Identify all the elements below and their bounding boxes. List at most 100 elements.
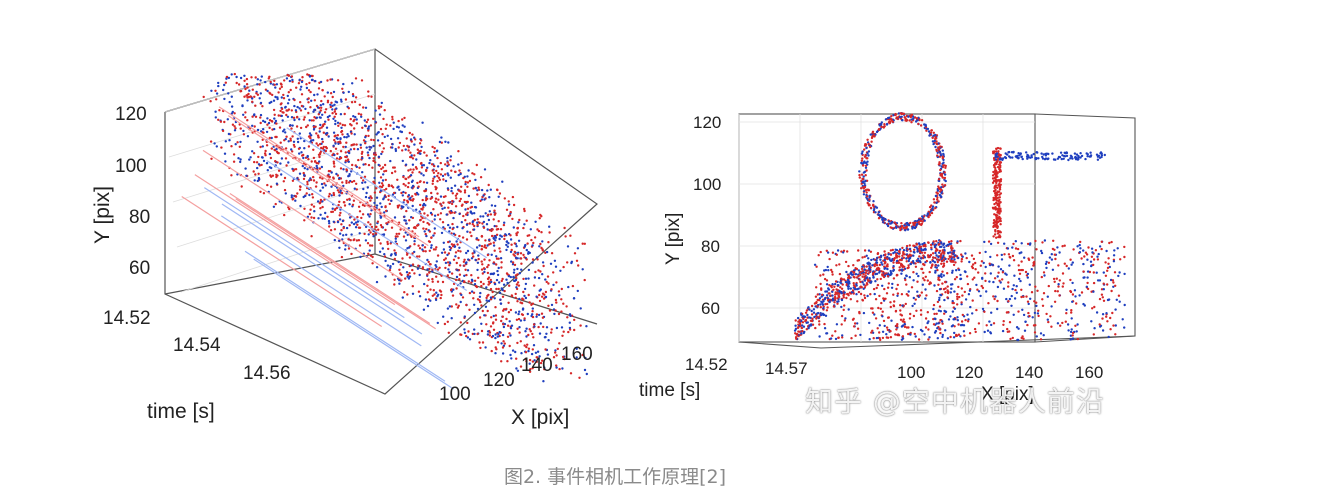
event-point — [383, 253, 386, 256]
event-point — [326, 215, 329, 218]
event-point — [953, 278, 957, 281]
event-point — [300, 85, 303, 88]
event-point — [310, 203, 313, 206]
event-point — [991, 263, 994, 267]
event-point — [349, 117, 352, 121]
event-point — [357, 205, 361, 208]
event-point — [463, 175, 466, 178]
event-point — [1072, 248, 1075, 251]
event-point — [900, 224, 904, 228]
event-point — [1063, 244, 1066, 247]
event-point — [1117, 294, 1121, 297]
event-point — [901, 254, 904, 257]
event-point — [420, 172, 423, 175]
event-point — [431, 179, 435, 183]
event-point — [897, 334, 901, 337]
event-point — [266, 183, 269, 187]
event-point — [564, 235, 567, 238]
event-point — [1033, 331, 1037, 334]
event-point — [533, 276, 537, 279]
event-point — [961, 294, 964, 297]
event-point — [491, 334, 495, 338]
y-tick-60: 60 — [701, 299, 720, 318]
event-point — [832, 288, 835, 291]
event-point — [530, 238, 533, 242]
event-point — [398, 204, 401, 207]
event-point — [371, 262, 374, 265]
event-point — [257, 163, 261, 166]
event-point — [831, 283, 834, 286]
event-point — [306, 73, 309, 76]
event-point — [343, 112, 346, 116]
event-point — [459, 250, 462, 253]
event-point — [407, 277, 411, 280]
event-point — [1033, 311, 1037, 315]
event-point — [503, 237, 506, 241]
event-point — [840, 314, 844, 318]
event-point — [468, 308, 471, 311]
event-point — [416, 223, 420, 227]
event-point — [889, 249, 893, 252]
event-point — [419, 219, 422, 222]
event-point — [941, 149, 944, 152]
event-point — [864, 164, 868, 167]
event-point — [861, 298, 864, 302]
event-point — [232, 160, 236, 163]
x-tick-120: 120 — [955, 363, 983, 382]
event-point — [346, 133, 349, 136]
event-point — [539, 322, 542, 325]
event-point — [1100, 247, 1103, 251]
event-point — [253, 160, 256, 164]
event-point — [383, 135, 386, 139]
event-point — [439, 218, 442, 221]
event-point — [433, 232, 436, 235]
event-point — [1026, 323, 1029, 327]
event-point — [436, 254, 440, 257]
event-point — [864, 143, 867, 146]
event-point — [1017, 327, 1020, 330]
event-point — [943, 249, 946, 252]
event-point — [511, 263, 515, 266]
event-point — [396, 235, 399, 238]
event-point — [928, 205, 932, 209]
event-point — [331, 108, 334, 111]
event-point — [1042, 153, 1045, 156]
event-point — [336, 152, 339, 155]
event-point — [555, 301, 558, 304]
event-point — [538, 245, 541, 248]
event-point — [239, 89, 243, 93]
event-point — [317, 87, 321, 90]
event-point — [967, 318, 970, 321]
event-point — [920, 119, 924, 122]
event-point — [404, 191, 407, 195]
event-point — [1056, 246, 1059, 249]
event-point — [383, 170, 386, 173]
event-point — [539, 361, 543, 365]
event-point — [998, 209, 1001, 213]
event-point — [1079, 156, 1082, 159]
event-point — [378, 250, 382, 253]
event-point — [905, 244, 909, 248]
event-point — [958, 295, 961, 299]
event-point — [415, 167, 418, 170]
event-point — [329, 103, 332, 106]
event-point — [240, 185, 243, 188]
event-point — [382, 147, 385, 150]
event-point — [942, 254, 945, 257]
event-point — [896, 283, 899, 287]
event-point — [1086, 281, 1089, 285]
event-point — [411, 216, 415, 220]
event-point — [1039, 332, 1043, 335]
event-point — [404, 163, 408, 166]
event-point — [995, 197, 999, 200]
event-point — [963, 290, 966, 294]
event-point — [271, 174, 275, 177]
event-point — [1022, 313, 1026, 317]
event-point — [253, 179, 256, 182]
event-point — [999, 192, 1003, 195]
event-point — [1021, 157, 1024, 161]
event-point — [993, 233, 997, 236]
event-point — [900, 222, 903, 225]
event-point — [566, 245, 570, 248]
event-point — [466, 207, 470, 210]
